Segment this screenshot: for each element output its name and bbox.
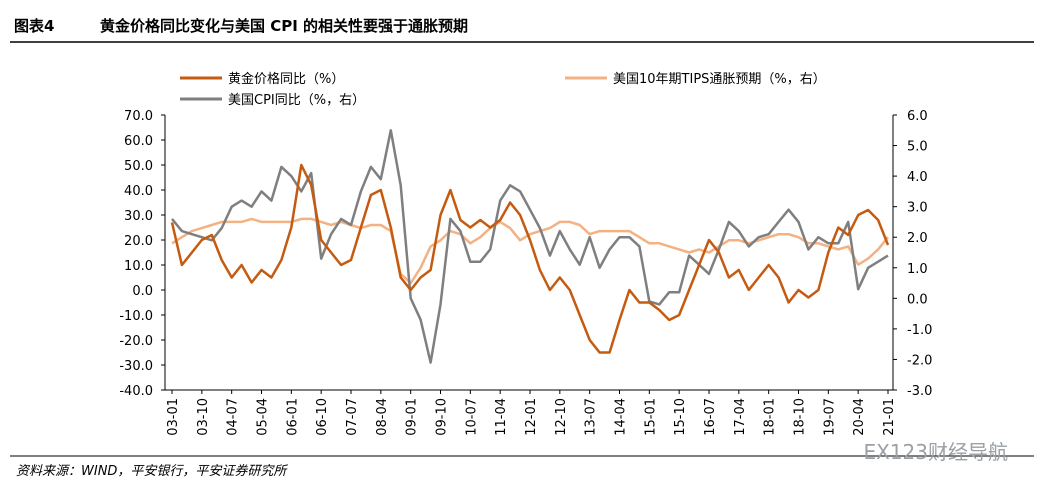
x-tick-label: 14-04 xyxy=(614,398,629,436)
y2-tick-label: 6.0 xyxy=(907,109,928,124)
y2-tick-label: -1.0 xyxy=(907,323,932,338)
x-tick-label: 18-01 xyxy=(763,398,778,436)
legend-label: 美国10年期TIPS通胀预期（%，右） xyxy=(613,72,826,87)
x-tick-label: 09-10 xyxy=(435,398,450,436)
x-tick-label: 05-04 xyxy=(256,398,271,436)
y-tick-label: 50.0 xyxy=(124,159,153,174)
y-tick-label: -10.0 xyxy=(119,309,153,324)
x-tick-label: 12-01 xyxy=(524,398,539,436)
y-tick-label: -40.0 xyxy=(119,384,153,399)
x-tick-label: 11-04 xyxy=(494,398,509,436)
y-tick-label: 70.0 xyxy=(124,109,153,124)
series-line xyxy=(171,129,889,364)
y-tick-label: 30.0 xyxy=(124,209,153,224)
y2-tick-label: 1.0 xyxy=(907,262,928,277)
x-tick-label: 07-07 xyxy=(345,398,360,436)
y2-tick-label: 0.0 xyxy=(907,292,928,307)
x-tick-label: 08-04 xyxy=(375,398,390,436)
y2-tick-label: 5.0 xyxy=(907,140,928,155)
series-line xyxy=(171,217,889,285)
x-tick-label: 15-10 xyxy=(673,398,688,436)
x-tick-label: 15-01 xyxy=(643,398,658,436)
y2-tick-label: -2.0 xyxy=(907,353,932,368)
y-tick-label: -20.0 xyxy=(119,334,153,349)
y2-tick-label: 2.0 xyxy=(907,231,928,246)
watermark: EX123财经导航 xyxy=(863,440,1008,464)
source: 资料来源：WIND，平安银行，平安证券研究所 xyxy=(16,463,288,479)
figure-label: 图表4 xyxy=(14,17,54,35)
y-tick-label: 0.0 xyxy=(132,284,153,299)
y-tick-label: 60.0 xyxy=(124,134,153,149)
y-tick-label: 40.0 xyxy=(124,184,153,199)
x-tick-label: 10-07 xyxy=(464,398,479,436)
y-tick-label: 20.0 xyxy=(124,234,153,249)
x-tick-label: 18-10 xyxy=(793,398,808,436)
x-tick-label: 09-01 xyxy=(405,398,420,436)
x-tick-label: 03-10 xyxy=(196,398,211,436)
y2-tick-label: -3.0 xyxy=(907,384,932,399)
chart-title: 黄金价格同比变化与美国 CPI 的相关性要强于通胀预期 xyxy=(100,17,468,35)
x-tick-label: 19-07 xyxy=(822,398,837,436)
series-line xyxy=(170,163,890,354)
x-tick-label: 06-01 xyxy=(285,398,300,436)
x-tick-label: 04-07 xyxy=(226,398,241,436)
x-tick-label: 17-04 xyxy=(733,398,748,436)
x-tick-label: 20-04 xyxy=(852,398,867,436)
x-tick-label: 13-07 xyxy=(584,398,599,436)
x-tick-label: 12-10 xyxy=(554,398,569,436)
legend-label: 黄金价格同比（%） xyxy=(228,71,344,87)
x-tick-label: 16-07 xyxy=(703,398,718,436)
y-tick-label: 10.0 xyxy=(124,259,153,274)
y-tick-label: -30.0 xyxy=(119,359,153,374)
x-tick-label: 06-10 xyxy=(315,398,330,436)
x-tick-label: 21-01 xyxy=(882,398,897,436)
y2-tick-label: 4.0 xyxy=(907,170,928,185)
y2-tick-label: 3.0 xyxy=(907,201,928,216)
legend-label: 美国CPI同比（%，右） xyxy=(228,93,365,108)
x-tick-label: 03-01 xyxy=(166,398,181,436)
